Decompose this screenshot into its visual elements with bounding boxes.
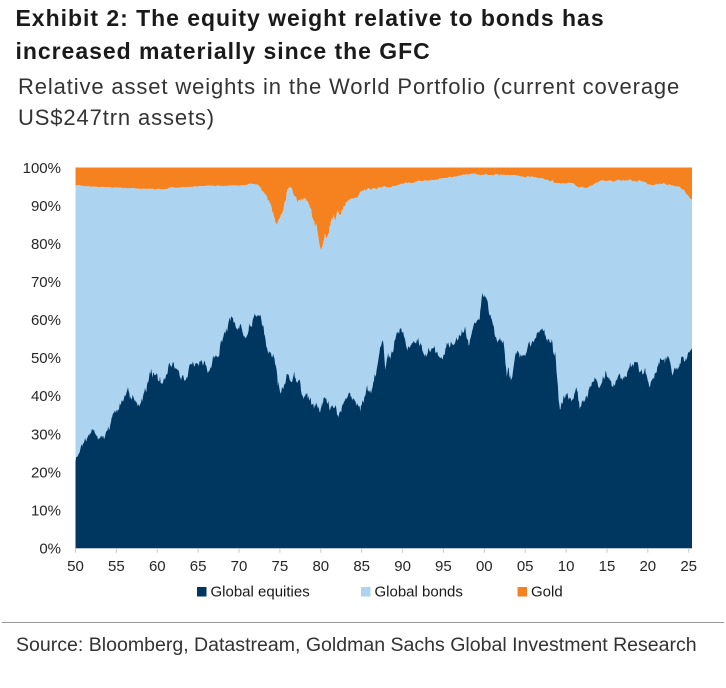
svg-text:95: 95 <box>435 558 452 575</box>
svg-text:65: 65 <box>190 558 207 575</box>
svg-text:05: 05 <box>517 558 534 575</box>
svg-text:70%: 70% <box>31 274 61 291</box>
svg-text:Gold: Gold <box>531 583 563 600</box>
svg-text:80%: 80% <box>31 236 61 253</box>
svg-text:Global bonds: Global bonds <box>375 583 463 600</box>
svg-text:30%: 30% <box>31 426 61 443</box>
svg-text:80: 80 <box>312 558 329 575</box>
svg-text:00: 00 <box>476 558 493 575</box>
svg-text:20%: 20% <box>31 464 61 481</box>
svg-text:90: 90 <box>394 558 411 575</box>
svg-text:40%: 40% <box>31 388 61 405</box>
svg-text:75: 75 <box>272 558 289 575</box>
svg-text:10%: 10% <box>31 502 61 519</box>
svg-text:60%: 60% <box>31 312 61 329</box>
svg-text:70: 70 <box>231 558 248 575</box>
svg-text:15: 15 <box>599 558 616 575</box>
svg-text:Global equities: Global equities <box>211 583 310 600</box>
svg-text:85: 85 <box>353 558 370 575</box>
svg-text:50: 50 <box>67 558 84 575</box>
svg-text:0%: 0% <box>39 541 61 558</box>
svg-text:10: 10 <box>558 558 575 575</box>
svg-text:100%: 100% <box>23 160 61 177</box>
svg-text:60: 60 <box>149 558 166 575</box>
svg-text:50%: 50% <box>31 350 61 367</box>
svg-text:90%: 90% <box>31 198 61 215</box>
svg-text:25: 25 <box>680 558 697 575</box>
svg-text:55: 55 <box>108 558 125 575</box>
svg-text:20: 20 <box>639 558 656 575</box>
